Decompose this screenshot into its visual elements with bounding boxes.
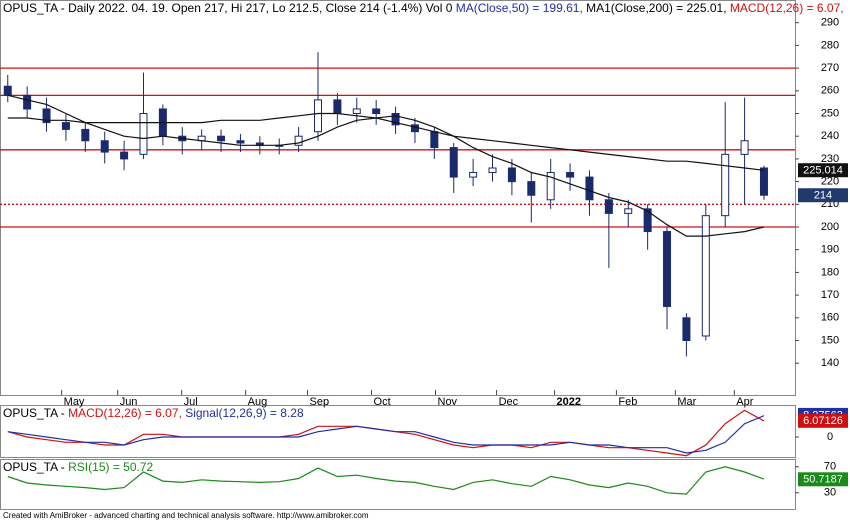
candle-body [682, 317, 691, 342]
candle-body [759, 167, 768, 196]
panel-title: OPUS_TA - Daily 2022. 04. 19. Open 217, … [3, 1, 844, 15]
x-tick-label: Sep [310, 396, 330, 408]
y-tick-label: 180 [821, 266, 839, 278]
candle-body [217, 135, 226, 142]
y-tick-label: 160 [821, 312, 839, 324]
candle-body [3, 85, 12, 96]
y-tick-label: 230 [821, 153, 839, 165]
moving-average [7, 112, 765, 171]
candle-body [100, 140, 109, 153]
candle-body [488, 167, 497, 174]
x-tick-label: Mar [677, 396, 696, 408]
candle-body [469, 172, 478, 178]
y-tick-label: 70 [824, 461, 836, 473]
x-tick-label: Apr [736, 396, 753, 408]
y-tick-label: 270 [821, 62, 839, 74]
candle-body [139, 113, 148, 155]
x-tick-label: Dec [499, 396, 519, 408]
candle-body [391, 113, 400, 126]
title-part: MACD(12,26) = 6.07, [68, 406, 185, 420]
candle-body [643, 208, 652, 233]
y-tick-label: 260 [821, 85, 839, 97]
y-tick-label: 280 [821, 39, 839, 51]
candle-body [701, 215, 710, 337]
x-tick-label: Nov [438, 396, 458, 408]
rsi-panel [0, 459, 796, 510]
y-tick-label: 150 [821, 334, 839, 346]
title-part: RSI(15) = 50.72 [68, 460, 153, 474]
candle-body [624, 208, 633, 214]
y-tick-label: 170 [821, 289, 839, 301]
moving-average [7, 94, 765, 237]
title-part: OPUS_TA - [3, 406, 68, 420]
title-part: OPUS_TA - Daily 2022. 04. 19. Open 217, … [3, 1, 456, 15]
candle-body [566, 172, 575, 178]
value-label: 214 [814, 190, 832, 202]
x-tick-label: Jul [184, 396, 198, 408]
y-tick-label: 250 [821, 107, 839, 119]
y-tick-label: 290 [821, 17, 839, 29]
candle-body [507, 167, 516, 183]
x-tick-label: Feb [618, 396, 637, 408]
value-label: 50.7187 [803, 474, 843, 486]
panel-title: OPUS_TA - MACD(12,26) = 6.07, Signal(12,… [3, 406, 304, 420]
candle-body [23, 94, 32, 110]
y-tick-label: 140 [821, 357, 839, 369]
indicator-line [7, 466, 765, 495]
candle-body [120, 151, 129, 160]
x-tick-label: Jun [120, 396, 138, 408]
y-tick-label: 220 [821, 176, 839, 188]
x-tick-label: Aug [248, 396, 268, 408]
candle-body [663, 231, 672, 307]
candle-body [236, 140, 245, 144]
candle-body [546, 172, 555, 201]
candle-body [352, 108, 361, 115]
candle-body [333, 99, 342, 115]
candle-body [81, 128, 90, 142]
value-label-box [798, 413, 848, 428]
candle-body [42, 108, 51, 124]
value-label-box [798, 163, 848, 178]
candle-body [294, 135, 303, 146]
candle-body [585, 176, 594, 201]
value-label: 6.07126 [803, 415, 843, 427]
value-label-box [798, 188, 848, 203]
x-tick-label: Oct [374, 396, 391, 408]
title-part: MA1(Close,200) = 225.01, [586, 1, 730, 15]
x-tick-label: May [64, 396, 85, 408]
candle-body [372, 108, 381, 115]
candle-body [61, 122, 70, 130]
value-label-box [798, 472, 848, 487]
candle-body [314, 99, 322, 133]
x-tick-label: 2022 [557, 396, 581, 408]
panel-title: OPUS_TA - RSI(15) = 50.72 [3, 460, 154, 474]
y-tick-label: 190 [821, 244, 839, 256]
title-part: MA(Close,50) = 199.61, [456, 1, 586, 15]
value-label: 225.014 [803, 165, 843, 177]
candle-body [527, 181, 536, 196]
candle-body [449, 147, 458, 178]
candle-body [740, 140, 749, 155]
y-tick-label: 240 [821, 130, 839, 142]
price-panel [0, 0, 796, 396]
candle-body [430, 131, 439, 149]
title-part: Signal(12,26,9) = 8.28 [185, 406, 304, 420]
candle-body [721, 153, 730, 217]
y-tick-label: 0 [827, 431, 833, 443]
indicator-line [7, 415, 765, 454]
title-part: OPUS_TA - [3, 460, 68, 474]
candle-body [604, 199, 613, 214]
footer: Created with AmiBroker - advanced charti… [3, 511, 369, 520]
title-part: MACD(12,26) = 6.07, [730, 1, 844, 15]
y-tick-label: 30 [824, 487, 836, 499]
y-tick-label: 200 [821, 221, 839, 233]
